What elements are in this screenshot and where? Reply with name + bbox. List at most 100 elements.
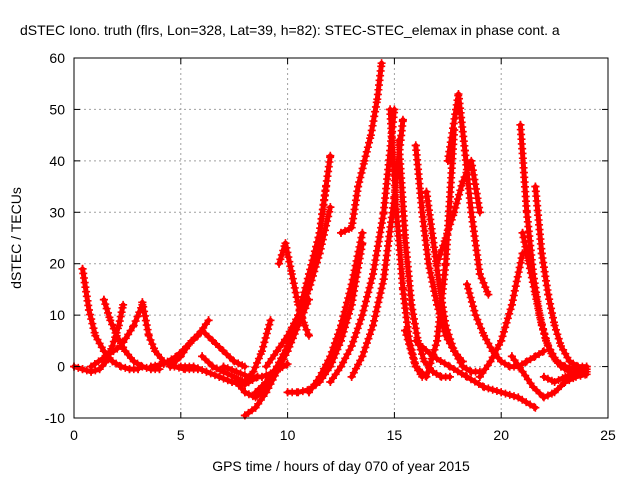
data-point — [351, 364, 360, 373]
data-point — [359, 306, 368, 315]
data-point — [377, 59, 386, 68]
data-point — [104, 308, 113, 317]
data-point — [443, 156, 452, 165]
data-point — [354, 182, 363, 191]
data-point — [330, 339, 339, 348]
data-point — [264, 325, 273, 334]
data-point — [143, 325, 152, 334]
data-point — [367, 126, 376, 135]
data-point — [374, 298, 383, 307]
data-point — [402, 331, 411, 340]
data-point — [443, 325, 452, 334]
data-point — [204, 316, 213, 325]
data-point — [433, 259, 442, 268]
data-point — [146, 362, 155, 371]
data-point — [528, 278, 537, 287]
data-point — [99, 295, 108, 304]
data-point — [352, 256, 361, 265]
data-point — [430, 287, 439, 296]
data-point — [512, 277, 521, 286]
data-point — [359, 347, 368, 356]
data-point — [370, 260, 379, 269]
data-point — [355, 178, 364, 187]
data-point — [219, 362, 228, 371]
x-tick-label: 25 — [600, 427, 616, 443]
data-point — [529, 282, 538, 291]
data-point — [377, 284, 386, 293]
data-point — [356, 173, 365, 182]
data-point — [264, 384, 273, 393]
data-point — [517, 254, 526, 263]
data-point — [101, 300, 110, 309]
data-point — [116, 312, 125, 321]
data-point — [342, 298, 351, 307]
data-point — [451, 203, 460, 212]
data-point — [443, 229, 452, 238]
data-point — [78, 365, 87, 374]
data-point — [219, 374, 228, 383]
data-point — [427, 273, 436, 282]
data-point — [441, 234, 450, 242]
data-point — [475, 372, 484, 381]
data-point — [166, 362, 175, 371]
data-point — [412, 329, 421, 338]
data-point — [428, 278, 437, 286]
data-point — [554, 376, 563, 385]
data-point — [534, 304, 543, 313]
data-point — [363, 143, 372, 152]
data-point — [475, 208, 484, 217]
data-point — [360, 156, 369, 165]
data-point — [202, 367, 211, 376]
data-point — [377, 219, 386, 228]
data-point — [260, 338, 269, 347]
data-point — [347, 342, 356, 350]
data-point — [398, 115, 407, 124]
data-point — [339, 312, 348, 321]
data-point — [265, 320, 274, 329]
data-point — [508, 296, 517, 305]
data-point — [458, 177, 467, 186]
data-point — [232, 378, 241, 386]
data-point — [297, 309, 306, 318]
data-point — [283, 342, 292, 350]
data-point — [254, 354, 263, 363]
data-point — [140, 307, 149, 316]
data-point — [431, 291, 440, 300]
data-point — [275, 259, 284, 268]
data-point — [377, 223, 386, 232]
data-point — [310, 267, 319, 276]
data-point — [371, 256, 380, 265]
data-point — [212, 364, 221, 373]
data-point — [304, 331, 313, 340]
x-tick-label: 10 — [280, 427, 296, 443]
data-point — [411, 141, 420, 150]
x-tick-label: 20 — [493, 427, 509, 443]
data-point — [133, 312, 142, 321]
data-point — [339, 358, 348, 367]
data-point — [535, 309, 544, 318]
data-point — [288, 274, 297, 283]
data-point — [315, 372, 324, 381]
y-tick-label: 0 — [57, 359, 65, 375]
data-point — [582, 367, 591, 376]
data-point — [365, 330, 374, 339]
data-point — [316, 244, 325, 253]
y-tick-label: 20 — [49, 256, 65, 272]
data-point — [358, 352, 367, 361]
data-point — [322, 360, 331, 369]
data-point — [106, 316, 115, 325]
data-point — [351, 261, 360, 270]
data-point — [324, 212, 333, 221]
data-point — [285, 257, 294, 266]
data-point — [373, 242, 382, 251]
data-point — [355, 319, 364, 328]
data-point — [519, 233, 528, 242]
data-point — [361, 152, 370, 161]
data-point — [409, 314, 418, 323]
data-point — [446, 220, 455, 229]
data-point — [341, 226, 350, 235]
data-point — [447, 339, 456, 348]
data-point — [283, 331, 292, 340]
data-point — [425, 363, 434, 372]
data-point — [371, 107, 380, 116]
